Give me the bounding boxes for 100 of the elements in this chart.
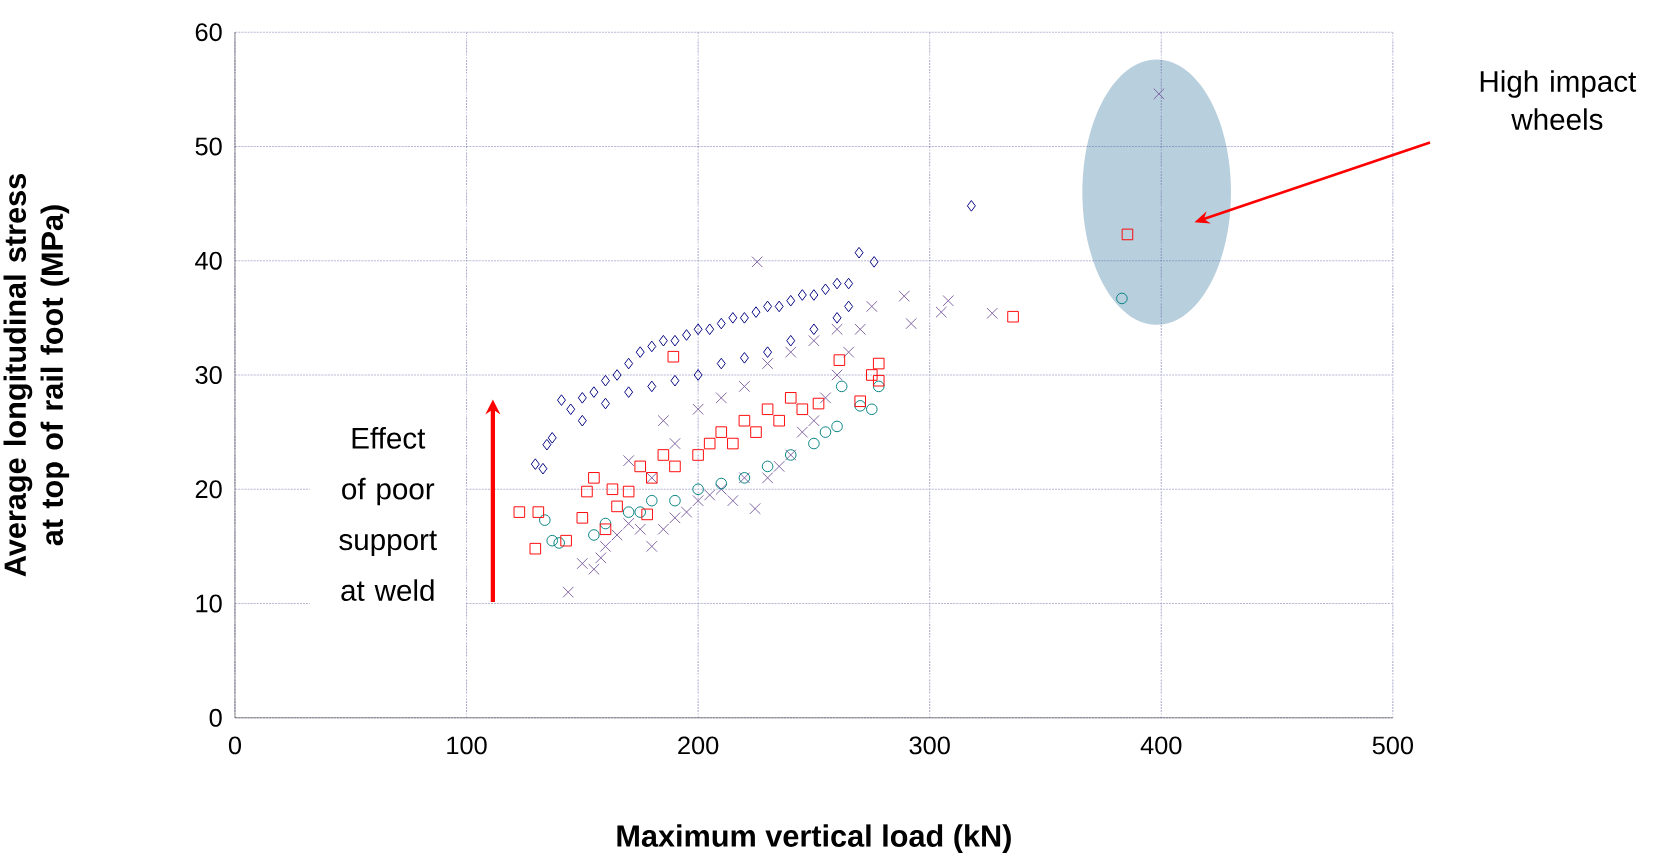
point [647,340,657,353]
point [773,460,785,473]
point [869,256,879,268]
point [872,374,885,387]
x-tick-label: 500 [1372,736,1414,755]
point [588,471,600,484]
point [831,323,843,335]
point [797,289,807,301]
point [761,472,774,484]
x-tick-label: 300 [909,736,950,755]
point [751,306,761,318]
point [1007,310,1019,323]
point [854,399,866,412]
point [942,294,954,307]
point [669,460,681,473]
point [866,403,878,415]
point [808,437,820,450]
point [566,403,576,415]
point [599,540,612,553]
annotation: Effect of poor support at weld [339,426,437,601]
point [809,323,819,335]
point [832,312,842,324]
point [557,394,566,406]
point [647,380,657,393]
point [835,380,848,393]
point [635,346,645,358]
point [749,502,761,515]
point [692,403,704,415]
point [646,540,658,553]
point [831,420,843,433]
point [634,460,646,473]
point [657,523,670,535]
point [670,374,680,387]
x-tick-label: 200 [678,736,719,755]
point [866,300,878,313]
point [669,494,681,507]
point [785,346,797,358]
point [739,351,749,364]
point [812,397,825,410]
point [553,537,565,549]
point [532,506,545,518]
point [866,369,878,381]
point [773,414,785,427]
point [657,449,670,461]
point [611,500,623,513]
point [693,369,703,381]
point [738,414,751,427]
point [966,200,976,212]
point [1121,228,1134,241]
y-tick-label: 10 [196,594,222,613]
point [658,334,668,347]
point [854,395,866,407]
point [761,460,774,473]
point [612,369,622,381]
y-axis-title: Average longitudinal stress at top of rail foot (MPa) [3,174,70,577]
point [715,426,728,438]
point [716,317,726,330]
point [680,506,693,518]
point [576,511,589,524]
point [761,403,774,415]
point [539,514,551,526]
point [784,391,797,404]
point [669,512,681,524]
y-tick-label: 0 [209,708,222,727]
point [842,346,855,358]
point [854,323,866,335]
point [577,414,587,427]
point [693,323,703,335]
point [682,329,691,341]
point [844,277,854,290]
point [761,357,774,370]
x-tick-label: 400 [1140,736,1182,755]
point [728,312,738,324]
point [715,483,728,495]
point [703,489,716,501]
point [705,323,715,335]
point [692,449,704,461]
x-tick-label: 0 [228,736,242,755]
point [622,506,635,518]
point [670,334,680,347]
x-axis-title: Maximum vertical load (kN) [617,824,1011,853]
point [774,300,784,313]
point [715,392,728,404]
x-tick-label: 100 [447,736,487,755]
point [542,438,552,451]
point [530,458,540,470]
point [739,312,749,324]
point [622,454,635,467]
point [786,334,796,347]
point [763,346,773,358]
point [935,306,947,318]
point [844,300,854,313]
point [611,529,623,541]
point [589,386,599,398]
point [624,386,634,398]
point [581,485,593,498]
point [854,246,864,259]
point [599,523,612,535]
point [588,563,600,575]
point [634,506,646,518]
